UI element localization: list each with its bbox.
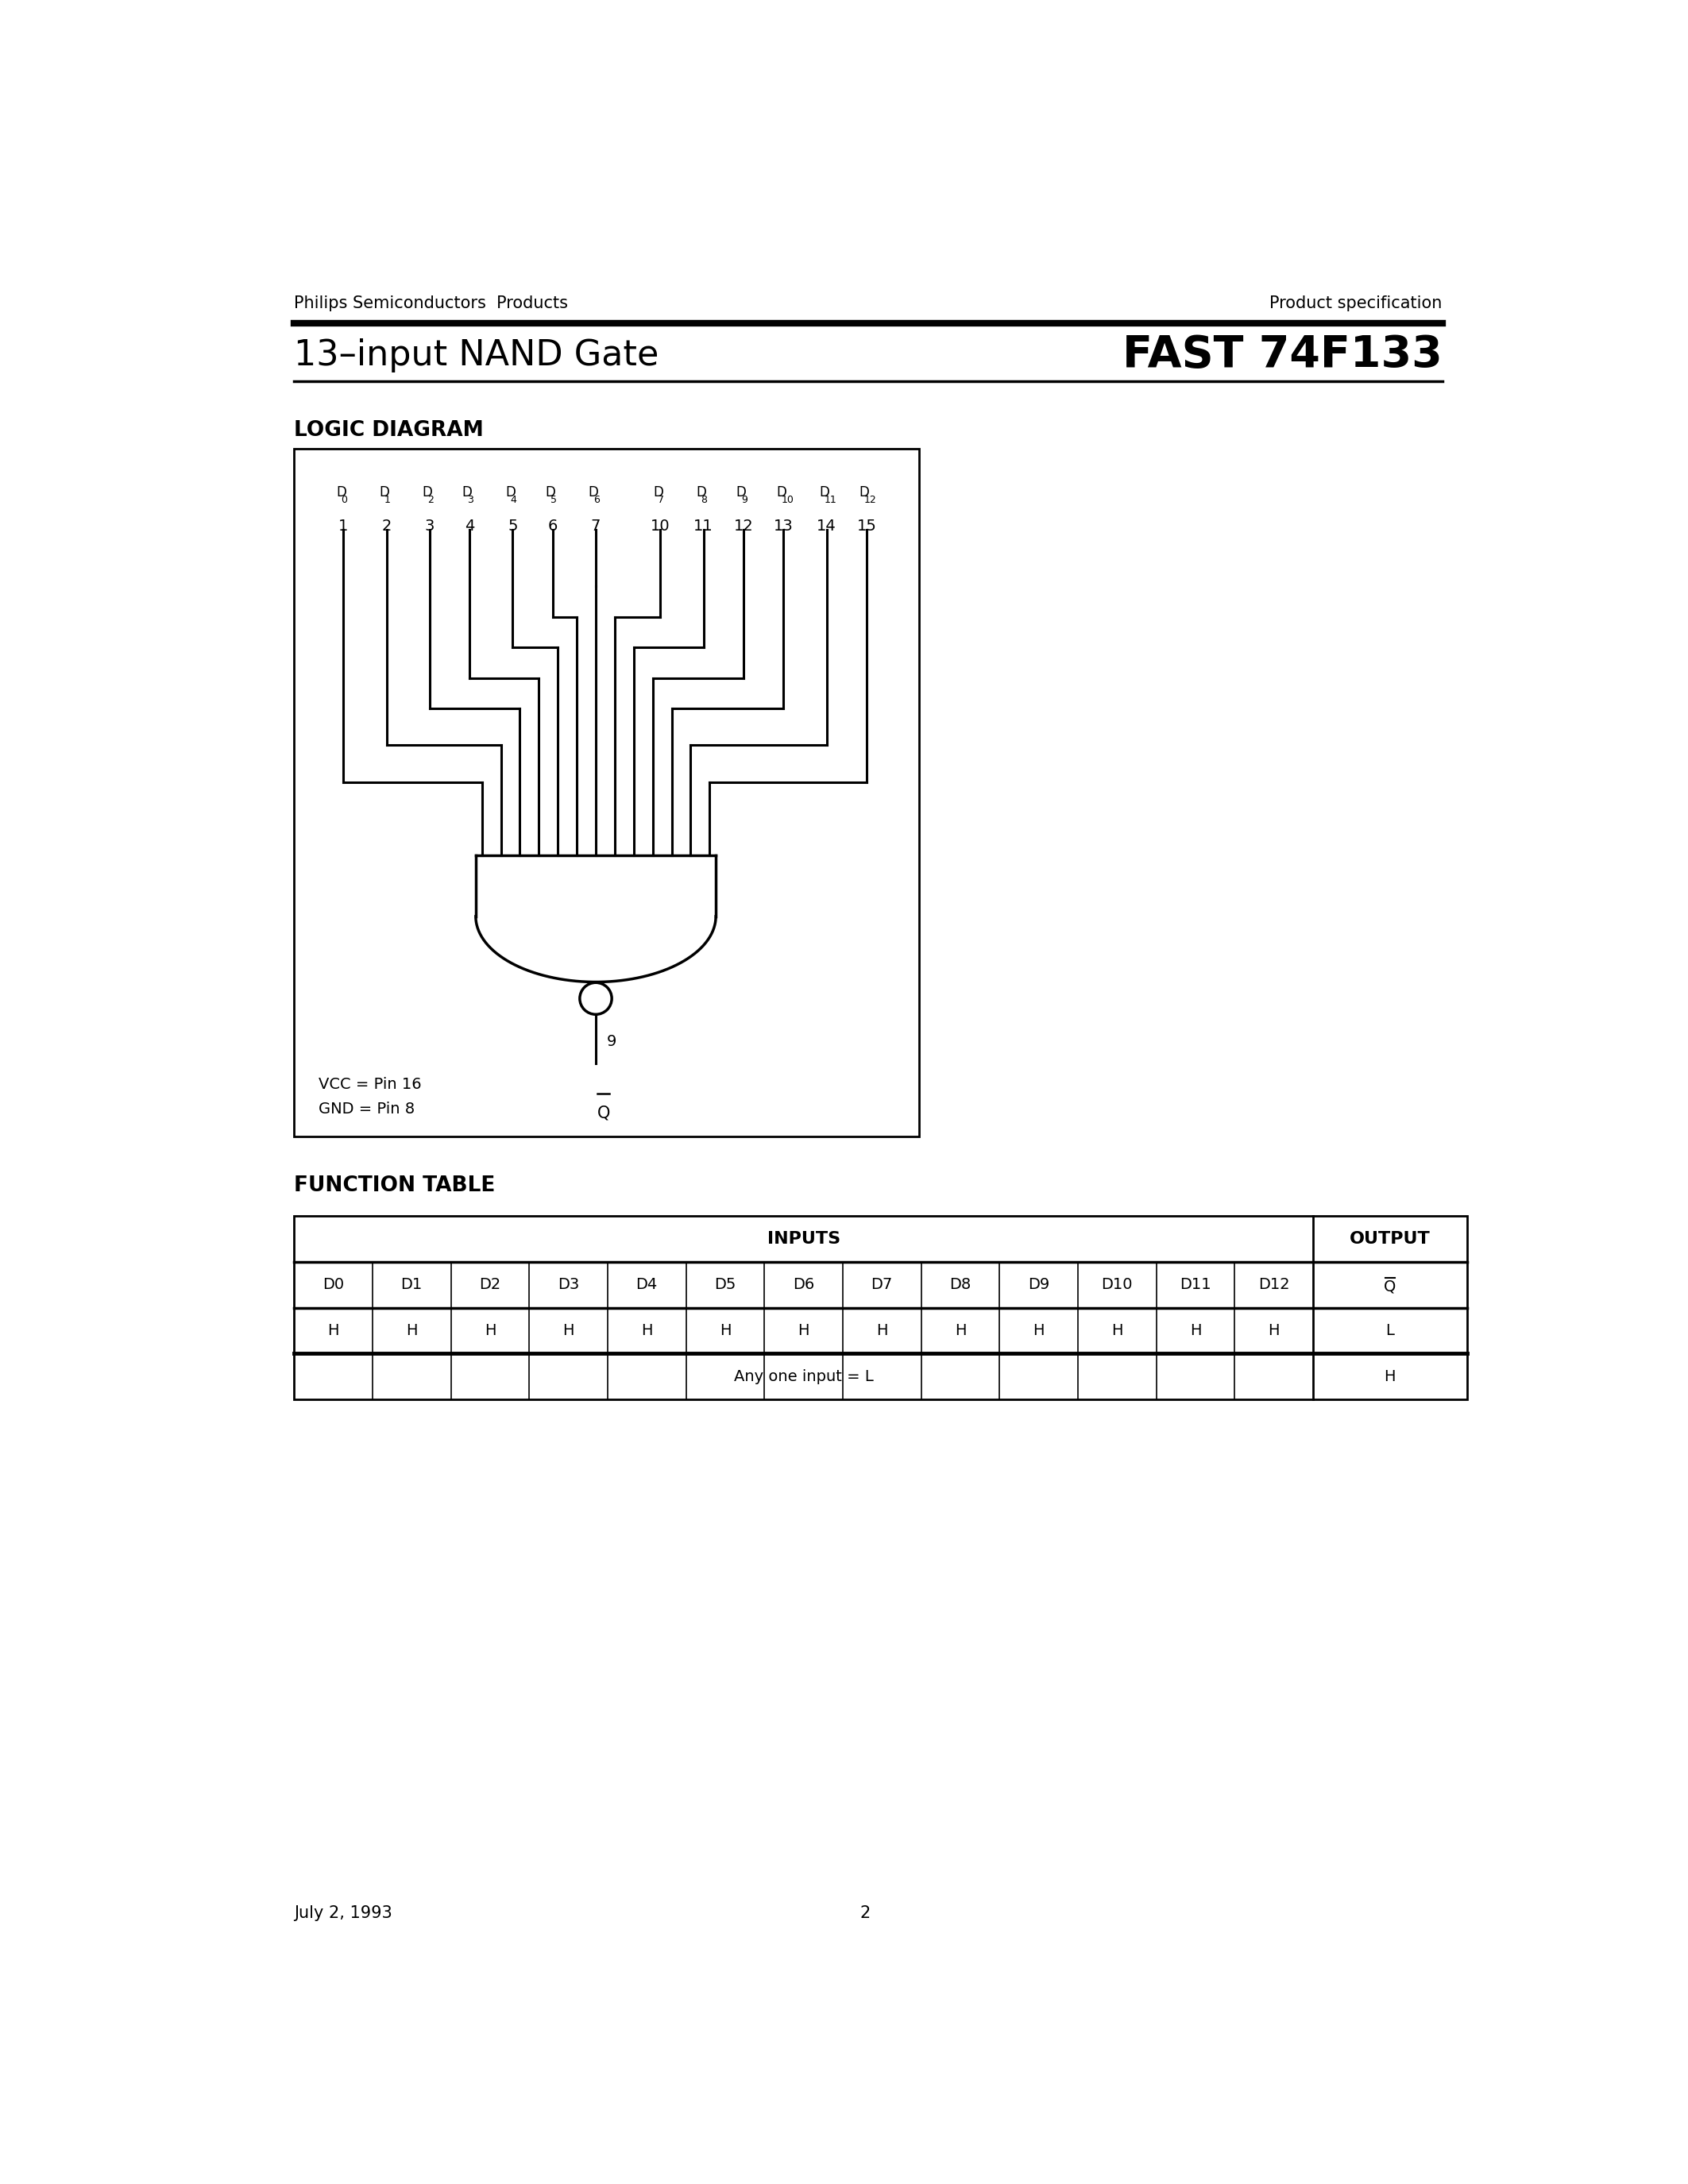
Text: 5: 5 [508,520,518,535]
Text: INPUTS: INPUTS [766,1232,841,1247]
Text: Q: Q [598,1105,611,1120]
Text: 13: 13 [773,520,793,535]
Text: 2: 2 [381,520,392,535]
Text: 5: 5 [550,496,557,505]
Bar [294,448,918,1136]
Text: D: D [736,485,746,500]
Text: 9: 9 [741,496,748,505]
Text: GND = Pin 8: GND = Pin 8 [319,1101,415,1116]
Text: 4: 4 [464,520,474,535]
Text: Any one input = L: Any one input = L [734,1369,873,1385]
Text: D: D [422,485,432,500]
Text: 1: 1 [383,496,390,505]
Text: D10: D10 [1101,1278,1133,1293]
Text: D: D [336,485,346,500]
Text: 4: 4 [510,496,517,505]
Text: D: D [695,485,706,500]
Text: H: H [484,1324,496,1339]
Text: L: L [1386,1324,1394,1339]
Text: H: H [1190,1324,1202,1339]
Text: H: H [641,1324,653,1339]
Text: 10: 10 [650,520,670,535]
Text: H: H [954,1324,966,1339]
Text: D4: D4 [636,1278,658,1293]
Text: 10: 10 [782,496,793,505]
Text: Q: Q [1384,1280,1396,1295]
Text: OUTPUT: OUTPUT [1349,1232,1430,1247]
Text: 12: 12 [864,496,876,505]
Text: D: D [589,485,599,500]
Text: D3: D3 [557,1278,579,1293]
Text: H: H [1111,1324,1123,1339]
Text: VCC = Pin 16: VCC = Pin 16 [319,1077,422,1092]
Text: 0: 0 [341,496,348,505]
Text: 7: 7 [658,496,665,505]
Text: D: D [380,485,390,500]
Text: 7: 7 [591,520,601,535]
Text: D: D [776,485,787,500]
Text: 12: 12 [734,520,753,535]
Text: D8: D8 [949,1278,971,1293]
Text: 9: 9 [608,1035,616,1048]
Text: D: D [505,485,515,500]
Text: D: D [653,485,663,500]
Text: 8: 8 [701,496,707,505]
Text: Philips Semiconductors  Products: Philips Semiconductors Products [294,295,569,312]
Text: H: H [1033,1324,1045,1339]
Text: D2: D2 [479,1278,501,1293]
Text: D5: D5 [714,1278,736,1293]
Text: D7: D7 [871,1278,893,1293]
Text: July 2, 1993: July 2, 1993 [294,1904,392,1922]
Text: H: H [1384,1369,1396,1385]
Text: 3: 3 [425,520,434,535]
Text: D6: D6 [793,1278,814,1293]
Text: D11: D11 [1180,1278,1212,1293]
Text: 13–input NAND Gate: 13–input NAND Gate [294,339,658,371]
Text: Product specification: Product specification [1269,295,1442,312]
Text: D1: D1 [400,1278,422,1293]
Text: H: H [327,1324,339,1339]
Text: H: H [798,1324,809,1339]
Text: H: H [405,1324,417,1339]
Text: H: H [719,1324,731,1339]
Text: FAST 74F133: FAST 74F133 [1123,334,1442,376]
Text: D: D [463,485,473,500]
Text: D0: D0 [322,1278,344,1293]
Text: H: H [1268,1324,1280,1339]
Text: FUNCTION TABLE: FUNCTION TABLE [294,1175,495,1197]
Text: 6: 6 [592,496,599,505]
Text: 11: 11 [694,520,714,535]
Bar [294,1216,1467,1400]
Text: 1: 1 [338,520,348,535]
Text: H: H [562,1324,574,1339]
Text: 14: 14 [817,520,837,535]
Text: D: D [859,485,869,500]
Text: 3: 3 [468,496,473,505]
Text: 6: 6 [547,520,557,535]
Text: D: D [819,485,829,500]
Text: LOGIC DIAGRAM: LOGIC DIAGRAM [294,419,484,441]
Text: 2: 2 [859,1904,869,1922]
Text: D: D [545,485,555,500]
Text: D9: D9 [1028,1278,1050,1293]
Text: H: H [876,1324,888,1339]
Text: 2: 2 [427,496,434,505]
Text: D12: D12 [1258,1278,1290,1293]
Text: 15: 15 [858,520,876,535]
Text: 11: 11 [824,496,837,505]
